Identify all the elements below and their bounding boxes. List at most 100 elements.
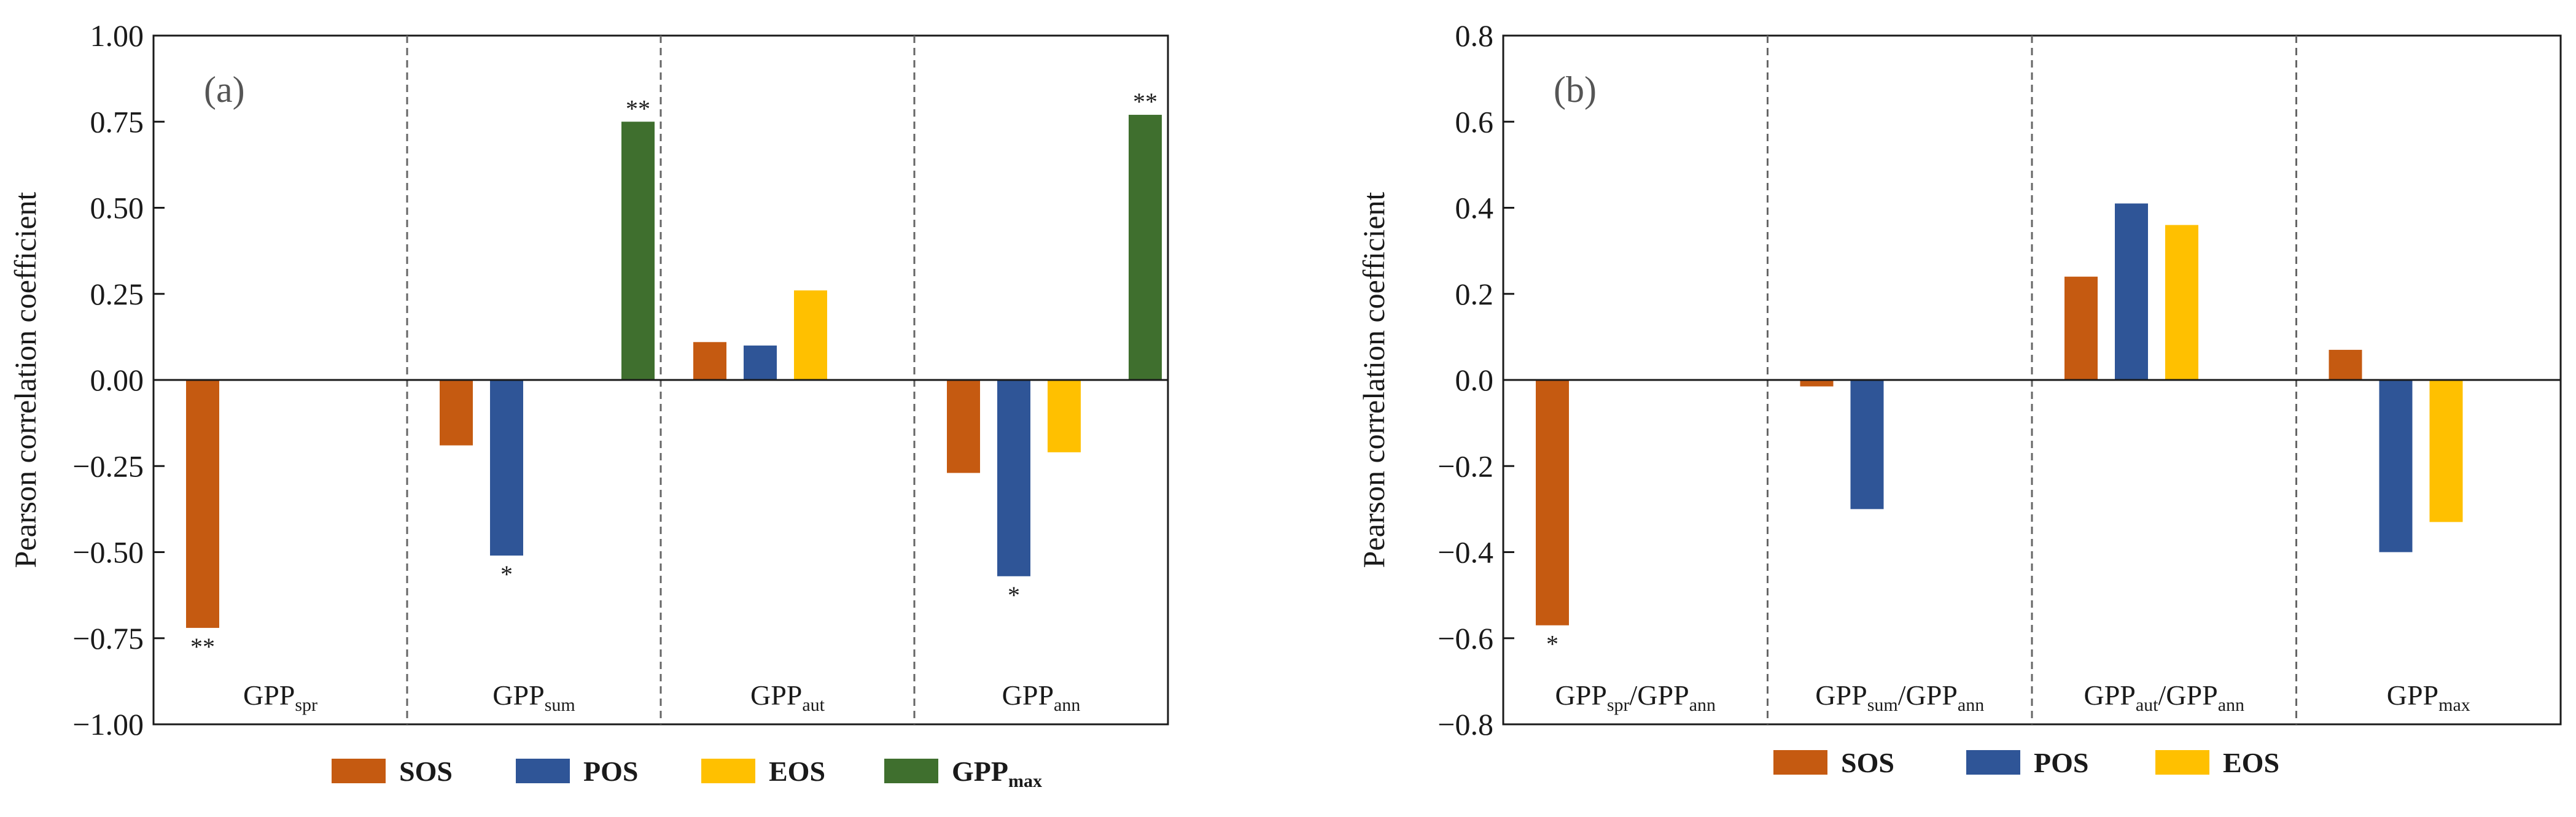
legend-label: EOS [2223, 747, 2279, 778]
y-tick-label: −0.4 [1438, 535, 1493, 570]
panel-label: (b) [1554, 69, 1597, 110]
legend-label: SOS [1841, 747, 1894, 778]
category-label-main: GPP [1815, 680, 1867, 711]
bar-pos [744, 345, 777, 380]
y-tick-label: −0.75 [72, 621, 144, 656]
category-label-sub: ann [1054, 695, 1080, 715]
legend-swatch-sos [332, 759, 386, 783]
legend-label-main: SOS [1841, 747, 1894, 778]
significance-marker: * [1546, 630, 1558, 658]
bar-sos [440, 380, 473, 446]
category-label-main: GPP [2084, 680, 2135, 711]
y-tick-label: 0.50 [90, 191, 144, 225]
bar-eos [2429, 380, 2463, 522]
category-label-main: GPP [243, 680, 295, 711]
legend-label-main: GPP [952, 756, 1008, 787]
category-label-main: GPP [2387, 680, 2438, 711]
bar-eos [2165, 225, 2198, 380]
y-tick-label: −0.6 [1438, 621, 1493, 656]
panel-b-chart: 0.8 0.6 0.4 0.2 0.0 −0.2 −0.4 −0.6 −0.8 Pearson c… [1356, 18, 2562, 778]
category-label-main2: /GPP [1898, 680, 1958, 711]
bar-sos [186, 380, 219, 628]
bar-pos [490, 380, 523, 556]
significance-marker: ** [626, 95, 650, 122]
legend-swatch-sos [1773, 750, 1827, 775]
legend-label: SOS [399, 756, 453, 787]
y-axis-title: Pearson correlation coefficient [8, 192, 42, 568]
bar-gppmax [621, 122, 655, 380]
bar-sos [693, 342, 726, 380]
category-label: GPPspr/GPPann [1555, 680, 1716, 715]
y-tick-label: 0.2 [1455, 277, 1494, 311]
legend-label-main: POS [583, 756, 638, 787]
bar-sos [1536, 380, 1569, 625]
y-tick-label: 0.4 [1455, 191, 1494, 225]
panel-a-chart: 1.00 0.75 0.50 0.25 0.00 −0.25 −0.50 −0.75 −1.00… [8, 18, 1169, 791]
category-label-main: GPP [1555, 680, 1606, 711]
bar-pos [997, 380, 1030, 576]
category-label: GPPaut [750, 680, 825, 715]
legend-swatch-gppmax [884, 759, 938, 783]
bar-sos [947, 380, 980, 473]
significance-marker: * [1008, 581, 1020, 609]
category-label-main: GPP [492, 680, 544, 711]
y-tick-label: 1.00 [90, 18, 144, 53]
y-tick-label: 0.00 [90, 363, 144, 397]
legend-swatch-eos [701, 759, 755, 783]
legend-swatch-eos [2155, 750, 2209, 775]
bar-pos [2379, 380, 2413, 552]
legend-label-main: EOS [769, 756, 825, 787]
legend-label: POS [583, 756, 638, 787]
category-label: GPPsum/GPPann [1815, 680, 1984, 715]
category-label: GPPspr [243, 680, 317, 715]
legend-label: POS [2034, 747, 2088, 778]
y-tick-label: 0.8 [1455, 18, 1494, 53]
category-label-sub: spr [295, 695, 317, 715]
y-tick-label: −0.2 [1438, 449, 1493, 483]
y-tick-label: −0.25 [72, 449, 144, 483]
category-label-main: GPP [1002, 680, 1054, 711]
category-label: GPPmax [2387, 680, 2470, 715]
category-label: GPPaut/GPPann [2084, 680, 2244, 715]
category-label-sub: max [2438, 695, 2470, 715]
bar-sos [1800, 380, 1834, 387]
y-tick-label: −0.50 [72, 535, 144, 570]
y-tick-label: 0.25 [90, 277, 144, 311]
y-tick-label: 0.75 [90, 104, 144, 139]
category-label-sub: sum [545, 695, 575, 715]
bar-pos [1850, 380, 1884, 509]
category-label-sub2: ann [1958, 695, 1984, 715]
category-label: GPPsum [492, 680, 575, 715]
bar-sos [2329, 349, 2362, 380]
category-label: GPPann [1002, 680, 1081, 715]
bar-eos [794, 290, 827, 380]
legend-label: GPPmax [952, 756, 1042, 791]
significance-marker: ** [1133, 88, 1158, 115]
category-label-sub2: ann [1689, 695, 1716, 715]
category-label-sub: spr [1607, 695, 1630, 715]
category-label-sub: aut [2136, 695, 2158, 715]
legend-label-sub: max [1008, 771, 1042, 791]
y-tick-label: 0.6 [1455, 104, 1494, 139]
bar-pos [2115, 203, 2148, 380]
category-label-main: GPP [750, 680, 802, 711]
y-tick-label: 0.0 [1455, 363, 1494, 397]
legend-label-main: POS [2034, 747, 2088, 778]
category-label-sub: aut [802, 695, 825, 715]
category-label-sub2: ann [2218, 695, 2244, 715]
legend-label-main: SOS [399, 756, 453, 787]
bar-gppmax [1129, 115, 1162, 380]
bar-sos [2064, 276, 2098, 380]
legend-swatch-pos [1966, 750, 2020, 775]
category-label-main2: /GPP [1630, 680, 1689, 711]
category-label-main2: /GPP [2158, 680, 2218, 711]
legend-label: EOS [769, 756, 825, 787]
panel-label: (a) [204, 69, 245, 110]
category-label-sub: sum [1867, 695, 1898, 715]
legend-swatch-pos [516, 759, 570, 783]
significance-marker: * [500, 560, 513, 588]
y-axis-title: Pearson correlation coefficient [1356, 192, 1391, 568]
y-tick-label: −1.00 [72, 707, 144, 741]
y-tick-label: −0.8 [1438, 707, 1493, 741]
